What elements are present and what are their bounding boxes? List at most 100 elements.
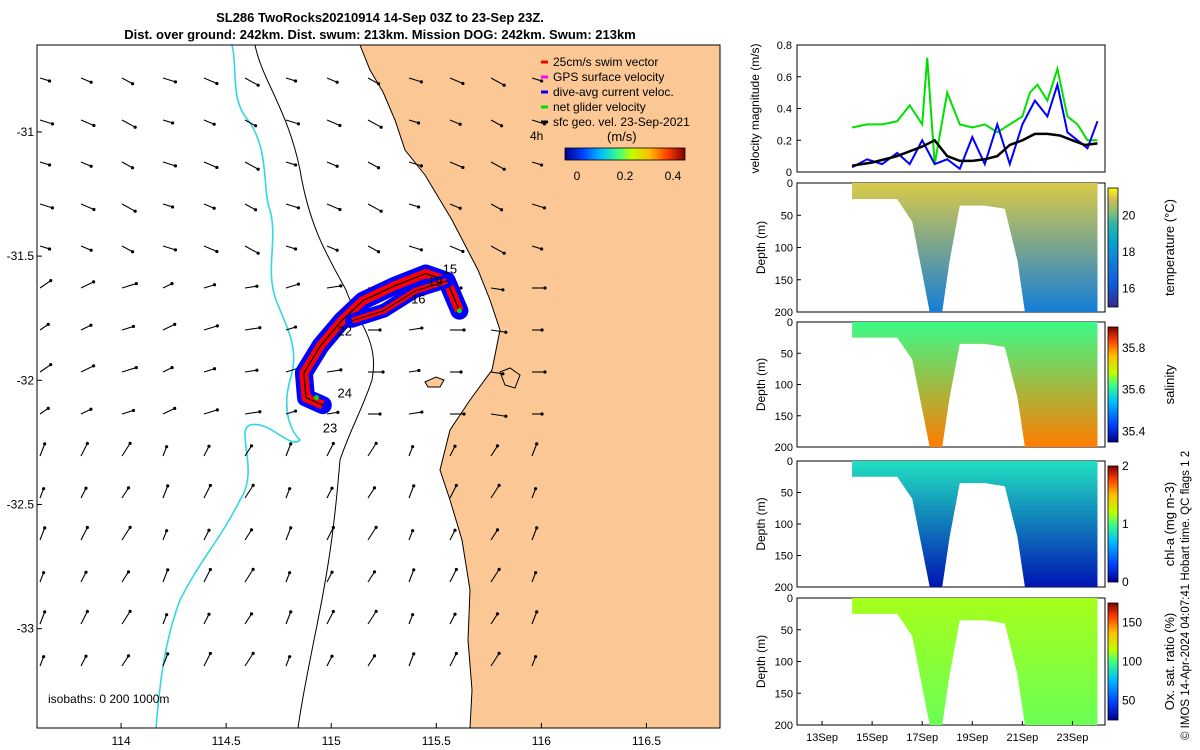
velocity-arrow-head bbox=[335, 248, 339, 252]
velocity-arrow-head bbox=[258, 326, 262, 330]
day-label: 24 bbox=[338, 386, 352, 401]
velocity-arrow-head bbox=[535, 526, 539, 530]
velocity-arrow bbox=[39, 656, 45, 667]
velocity-arrow-head bbox=[130, 166, 135, 170]
time-series-root: 0 0.2 0.4 0.6 0.8 velocity magnitude (m/s) 0 50… bbox=[748, 40, 1177, 744]
velocity-arrow bbox=[39, 77, 50, 82]
velocity-arrow-head bbox=[173, 406, 177, 410]
velocity-arrow bbox=[39, 364, 52, 373]
velocity-arrow-head bbox=[454, 483, 458, 488]
velocity-arrow bbox=[244, 613, 252, 625]
velocity-arrow bbox=[449, 445, 456, 457]
velocity-arrow-head bbox=[128, 441, 132, 445]
velocity-arrow-head bbox=[212, 283, 217, 287]
velocity-arrow bbox=[367, 443, 377, 457]
velocity-arrow-head bbox=[293, 409, 298, 413]
velocity-arrow bbox=[285, 77, 296, 82]
velocity-arrow bbox=[203, 77, 218, 84]
velocity-series-line bbox=[851, 80, 1099, 171]
chart-title-line1: SL286 TwoRocks20210914 14-Sep 03Z to 23-… bbox=[216, 10, 544, 25]
velocity-arrow-head bbox=[372, 654, 377, 658]
velocity-arrow bbox=[449, 119, 461, 125]
velocity-arrow-head bbox=[411, 613, 415, 617]
velocity-arrow-head bbox=[453, 528, 457, 532]
velocity-arrow bbox=[285, 572, 291, 583]
time-axis: 13Sep 15Sep 17Sep 19Sep 21Sep 23Sep bbox=[806, 721, 1088, 744]
velocity-arrow-head bbox=[84, 570, 88, 574]
section-colorbar bbox=[1107, 602, 1119, 721]
velocity-arrow-head bbox=[215, 324, 219, 328]
velocity-arrow-head bbox=[335, 164, 339, 168]
velocity-arrow bbox=[285, 283, 299, 289]
velocity-arrow-head bbox=[258, 410, 262, 414]
island-2 bbox=[499, 367, 521, 389]
velocity-arrow bbox=[285, 203, 299, 209]
velocity-arrow-head bbox=[462, 328, 466, 332]
velocity-arrow bbox=[490, 653, 500, 667]
velocity-arrow-head bbox=[411, 445, 415, 449]
velocity-arrow bbox=[408, 119, 419, 124]
velocity-arrow bbox=[490, 445, 498, 457]
velocity-arrow-head bbox=[128, 609, 132, 613]
velocity-arrow bbox=[367, 77, 379, 85]
velocity-arrow bbox=[285, 326, 296, 331]
velocity-arrow bbox=[244, 285, 257, 289]
velocity-arrow-head bbox=[89, 248, 93, 252]
velocity-arrow bbox=[121, 203, 136, 212]
legend-label: 25cm/s swim vector bbox=[553, 55, 658, 69]
section-colorbar bbox=[1107, 465, 1119, 583]
velocity-arrow bbox=[285, 656, 291, 667]
velocity-arrow-head bbox=[534, 655, 538, 659]
velocity-arrow-head bbox=[339, 284, 343, 288]
velocity-arrow-head bbox=[289, 610, 293, 614]
x-tick-label: 115 bbox=[322, 734, 341, 748]
velocity-arrow-head bbox=[89, 164, 93, 168]
y-tick-label: 0 bbox=[786, 167, 792, 179]
isobath-200 bbox=[254, 44, 374, 729]
velocity-arrow-head bbox=[170, 282, 174, 286]
velocity-arrow bbox=[121, 527, 131, 541]
velocity-arrow bbox=[80, 77, 92, 83]
velocity-arrow-head bbox=[43, 442, 47, 446]
velocity-arrow bbox=[162, 323, 175, 331]
depth-ylabel: Depth (m) bbox=[754, 635, 768, 688]
velocity-arrow bbox=[162, 283, 173, 289]
velocity-arrow bbox=[80, 527, 88, 541]
velocity-arrow bbox=[367, 571, 375, 583]
velocity-arrow-head bbox=[85, 525, 89, 530]
velocity-arrow-head bbox=[166, 652, 170, 656]
velocity-arrow-head bbox=[501, 372, 505, 376]
time-step-label: 4h bbox=[530, 129, 543, 143]
velocity-arrow-head bbox=[89, 407, 93, 411]
velocity-arrow-head bbox=[293, 247, 298, 251]
velocity-arrow-head bbox=[543, 370, 547, 374]
velocity-arrow bbox=[39, 161, 50, 166]
velocity-arrow-head bbox=[126, 570, 131, 574]
x-tick-label: 21Sep bbox=[1006, 732, 1038, 744]
velocity-arrow-head bbox=[296, 282, 301, 286]
velocity-arrow-head bbox=[208, 483, 212, 488]
colorbar-tick: 35.4 bbox=[1122, 425, 1146, 439]
velocity-arrow bbox=[39, 323, 49, 331]
velocity-arrow-head bbox=[289, 442, 293, 446]
velocity-arrow-head bbox=[92, 207, 96, 212]
velocity-arrow-head bbox=[212, 122, 216, 126]
velocity-arrow-head bbox=[411, 529, 415, 533]
y-tick-label: 100 bbox=[775, 243, 793, 255]
glider-track-2 bbox=[352, 280, 447, 322]
velocity-arrow-head bbox=[372, 486, 377, 490]
velocity-arrow-head bbox=[256, 83, 260, 87]
velocity-arrow bbox=[80, 161, 92, 167]
velocity-arrow bbox=[80, 119, 95, 126]
velocity-arrow-head bbox=[166, 484, 170, 488]
velocity-arrow bbox=[80, 245, 92, 251]
velocity-arrow-head bbox=[92, 280, 96, 284]
velocity-arrow bbox=[80, 408, 92, 415]
velocity-arrow bbox=[449, 245, 464, 252]
velocity-arrow-head bbox=[501, 288, 505, 292]
track-start-marker bbox=[314, 395, 320, 401]
y-tick-label: -32.5 bbox=[7, 497, 35, 511]
velocity-arrow bbox=[367, 527, 377, 541]
y-tick-label: 0 bbox=[787, 456, 793, 468]
